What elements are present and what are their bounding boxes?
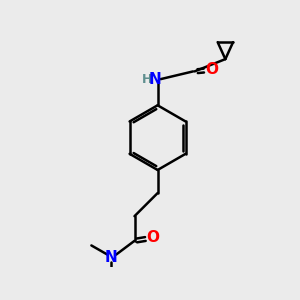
Text: H: H <box>142 73 152 85</box>
Text: O: O <box>205 62 218 77</box>
Text: N: N <box>149 72 162 87</box>
Text: N: N <box>105 250 118 265</box>
Text: O: O <box>146 230 160 245</box>
